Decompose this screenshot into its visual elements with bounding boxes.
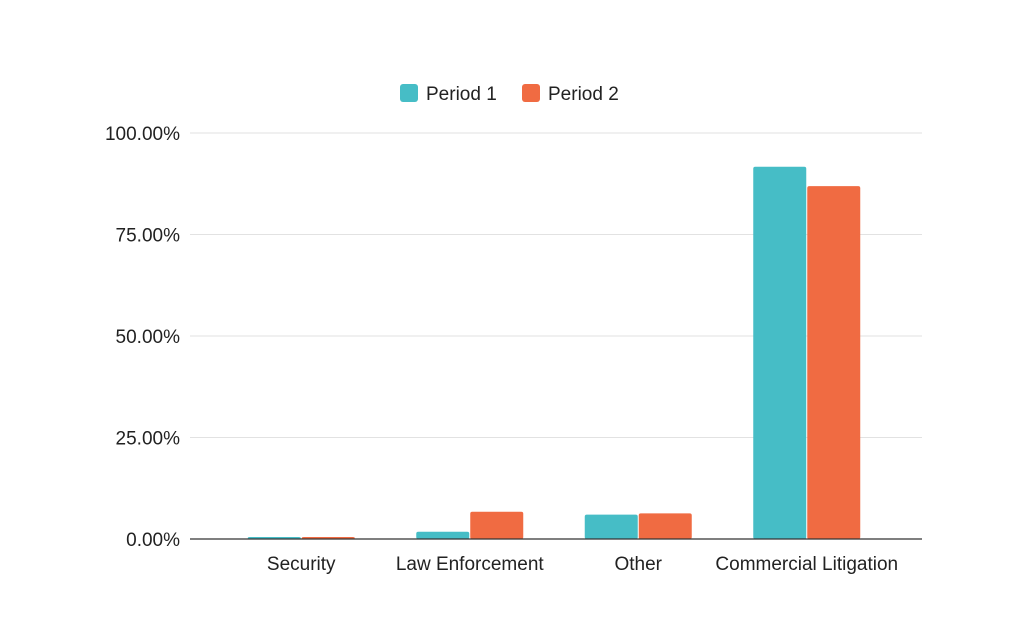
y-tick-label: 50.00% — [116, 327, 181, 348]
legend-swatch-1 — [400, 84, 418, 102]
bar-2-4 — [807, 186, 861, 539]
bar-1-3 — [584, 514, 638, 539]
legend: Period 1 Period 2 — [400, 84, 619, 105]
legend-label-1: Period 1 — [426, 84, 497, 105]
y-tick-label: 25.00% — [116, 429, 181, 450]
y-tick-label: 100.00% — [105, 124, 180, 145]
x-tick-label: Other — [614, 554, 662, 575]
y-tick-label: 75.00% — [116, 226, 181, 247]
bar-1-2 — [416, 531, 470, 539]
x-tick-label: Security — [267, 554, 336, 575]
y-tick-label: 0.00% — [126, 530, 180, 551]
legend-label-2: Period 2 — [548, 84, 619, 105]
axes: 0.00% 25.00% 50.00% 75.00% 100.00% Security La… — [105, 124, 922, 575]
bar-2-2 — [470, 511, 524, 539]
x-tick-label: Law Enforcement — [396, 554, 545, 575]
bars — [247, 166, 861, 539]
bar-2-3 — [638, 513, 692, 539]
bar-1-4 — [753, 166, 807, 539]
x-tick-label: Commercial Litigation — [715, 554, 898, 575]
legend-swatch-2 — [522, 84, 540, 102]
